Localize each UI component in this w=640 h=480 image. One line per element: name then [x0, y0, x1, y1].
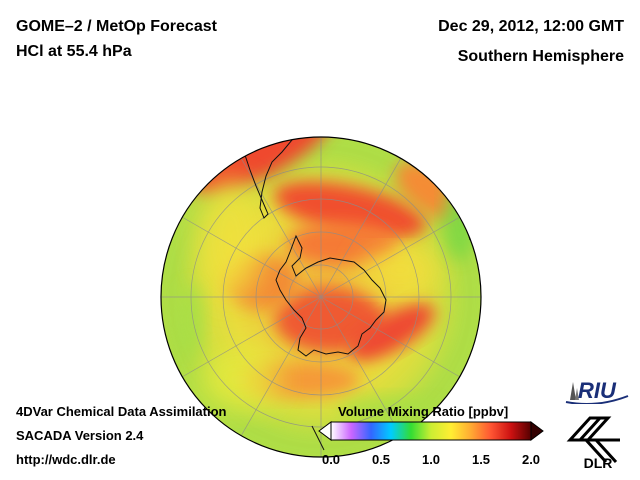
title-line1: GOME–2 / MetOp Forecast	[16, 18, 217, 35]
colorbar-high-arrow	[530, 421, 544, 441]
footer-assimilation: 4DVar Chemical Data Assimilation	[16, 404, 227, 419]
colorbar-tick-4: 2.0	[521, 452, 541, 467]
colorbar-tick-0: 0.0	[321, 452, 341, 467]
region-label: Southern Hemisphere	[457, 48, 624, 65]
riu-logo-text: RIU	[578, 378, 617, 403]
colorbar-tick-3: 1.5	[471, 452, 491, 467]
colorbar-tick-2: 1.0	[421, 452, 441, 467]
riu-logo: RIU	[565, 378, 629, 404]
dlr-emblem-icon	[566, 416, 620, 464]
riu-swoosh-icon	[565, 395, 629, 404]
colorbar	[318, 421, 544, 441]
colorbar-low-arrow	[318, 421, 332, 441]
footer-url: http://wdc.dlr.de	[16, 452, 116, 467]
title-line2: HCl at 55.4 hPa	[16, 43, 132, 60]
globe-outline	[160, 136, 482, 458]
dlr-logo: DLR	[566, 416, 620, 470]
footer-version: SACADA Version 2.4	[16, 428, 144, 443]
colorbar-title: Volume Mixing Ratio [ppbv]	[338, 404, 509, 419]
riu-tower-small-icon	[575, 388, 579, 400]
hcl-field	[161, 137, 481, 457]
riu-tower-icon	[570, 382, 576, 400]
colorbar-tick-1: 0.5	[371, 452, 391, 467]
dlr-logo-text: DLR	[584, 455, 613, 470]
date-label: Dec 29, 2012, 12:00 GMT	[438, 18, 624, 35]
graticule	[161, 137, 481, 457]
colorbar-ramp	[330, 421, 532, 441]
